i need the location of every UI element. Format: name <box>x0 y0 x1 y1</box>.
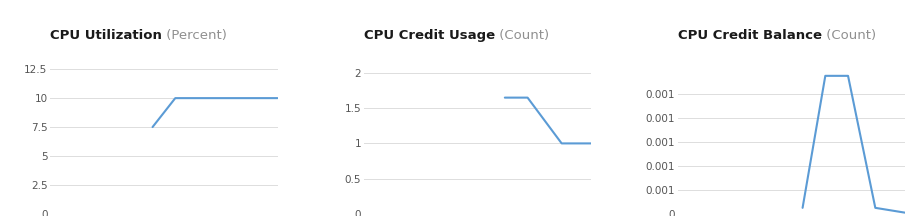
Text: (Count): (Count) <box>822 29 876 42</box>
Text: CPU Credit Balance: CPU Credit Balance <box>677 29 822 42</box>
Text: (Count): (Count) <box>495 29 549 42</box>
Text: (Percent): (Percent) <box>162 29 227 42</box>
Text: CPU Utilization: CPU Utilization <box>50 29 162 42</box>
Text: CPU Credit Usage: CPU Credit Usage <box>364 29 495 42</box>
